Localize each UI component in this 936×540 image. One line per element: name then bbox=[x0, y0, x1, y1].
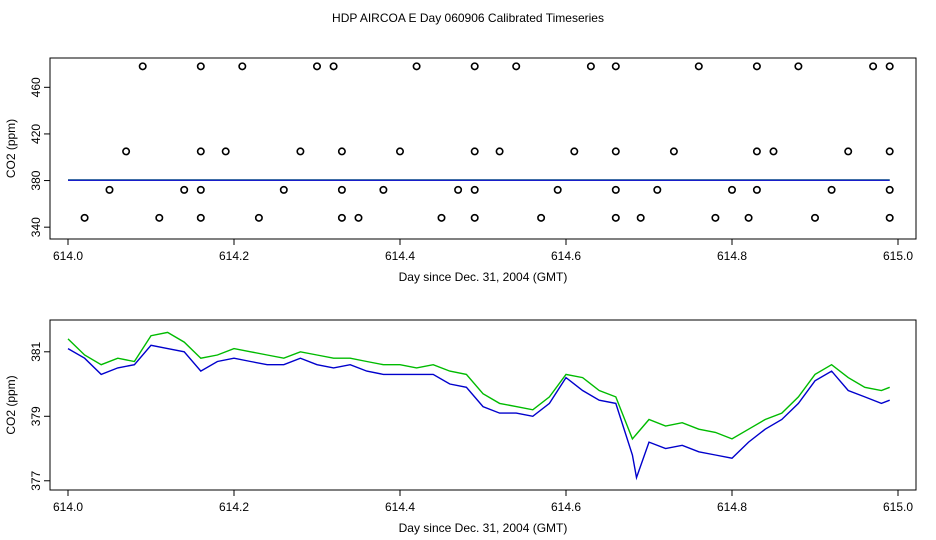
data-point bbox=[752, 185, 761, 194]
data-point bbox=[769, 147, 778, 156]
data-point bbox=[312, 62, 321, 71]
y-axis-label: CO2 (ppm) bbox=[4, 375, 18, 434]
data-point bbox=[354, 213, 363, 222]
data-point bbox=[611, 147, 620, 156]
data-point bbox=[470, 213, 479, 222]
data-point bbox=[412, 62, 421, 71]
data-point bbox=[885, 185, 894, 194]
x-axis-label: Day since Dec. 31, 2004 (GMT) bbox=[399, 270, 568, 284]
data-point bbox=[512, 62, 521, 71]
data-point bbox=[794, 62, 803, 71]
data-point bbox=[470, 147, 479, 156]
data-point bbox=[80, 213, 89, 222]
data-point bbox=[611, 213, 620, 222]
y-tick-label: 420 bbox=[29, 124, 43, 144]
data-point bbox=[122, 147, 131, 156]
y-tick-label: 379 bbox=[29, 406, 43, 426]
data-point bbox=[196, 147, 205, 156]
y-tick-label: 377 bbox=[29, 470, 43, 490]
x-tick-label: 614.8 bbox=[717, 500, 747, 514]
plot-frame bbox=[49, 57, 917, 240]
data-point bbox=[869, 62, 878, 71]
data-point bbox=[138, 62, 147, 71]
data-point bbox=[711, 213, 720, 222]
data-point bbox=[155, 213, 164, 222]
data-point bbox=[337, 213, 346, 222]
data-point bbox=[254, 213, 263, 222]
data-point bbox=[221, 147, 230, 156]
data-point bbox=[553, 185, 562, 194]
data-point bbox=[395, 147, 404, 156]
data-point bbox=[694, 62, 703, 71]
data-point bbox=[470, 62, 479, 71]
data-point bbox=[727, 185, 736, 194]
y-tick-label: 460 bbox=[29, 77, 43, 97]
x-tick-label: 614.0 bbox=[53, 249, 83, 263]
x-axis-label: Day since Dec. 31, 2004 (GMT) bbox=[399, 521, 568, 535]
data-point bbox=[337, 147, 346, 156]
x-tick-label: 614.8 bbox=[717, 249, 747, 263]
x-tick-label: 614.4 bbox=[385, 500, 415, 514]
y-tick-label: 380 bbox=[29, 170, 43, 190]
data-point bbox=[437, 213, 446, 222]
data-point bbox=[885, 62, 894, 71]
data-point bbox=[180, 185, 189, 194]
x-tick-label: 614.0 bbox=[53, 500, 83, 514]
series-line-1 bbox=[67, 344, 890, 481]
data-point bbox=[844, 147, 853, 156]
x-tick-label: 614.4 bbox=[385, 249, 415, 263]
x-tick-label: 614.2 bbox=[219, 249, 249, 263]
data-point bbox=[105, 185, 114, 194]
data-point bbox=[337, 185, 346, 194]
data-point bbox=[885, 213, 894, 222]
data-point bbox=[611, 62, 620, 71]
data-point bbox=[537, 213, 546, 222]
y-axis-label: CO2 (ppm) bbox=[4, 119, 18, 178]
y-tick-label: 340 bbox=[29, 217, 43, 237]
data-point bbox=[196, 213, 205, 222]
bottom-panel: 614.0 614.2 614.4 614.6 614.8 615.0 377 379 381 D… bbox=[4, 319, 917, 535]
data-point bbox=[586, 62, 595, 71]
data-point bbox=[827, 185, 836, 194]
data-point bbox=[470, 185, 479, 194]
x-tick-label: 614.6 bbox=[551, 500, 581, 514]
data-point bbox=[752, 147, 761, 156]
data-point bbox=[744, 213, 753, 222]
data-point bbox=[196, 185, 205, 194]
data-point bbox=[653, 185, 662, 194]
data-point bbox=[238, 62, 247, 71]
data-point bbox=[454, 185, 463, 194]
y-tick-label: 381 bbox=[29, 341, 43, 361]
figure-title: HDP AIRCOA E Day 060906 Calibrated Times… bbox=[332, 11, 604, 25]
data-point bbox=[495, 147, 504, 156]
data-point bbox=[611, 185, 620, 194]
x-tick-label: 614.6 bbox=[551, 249, 581, 263]
series-line-0 bbox=[67, 331, 890, 441]
data-point bbox=[570, 147, 579, 156]
data-point bbox=[669, 147, 678, 156]
data-point bbox=[810, 213, 819, 222]
data-point bbox=[279, 185, 288, 194]
data-point bbox=[636, 213, 645, 222]
plot-frame bbox=[49, 319, 917, 491]
data-point bbox=[196, 62, 205, 71]
x-tick-label: 615.0 bbox=[883, 249, 913, 263]
data-point bbox=[885, 147, 894, 156]
data-point bbox=[296, 147, 305, 156]
data-point bbox=[752, 62, 761, 71]
data-point bbox=[329, 62, 338, 71]
data-point bbox=[379, 185, 388, 194]
x-tick-label: 614.2 bbox=[219, 500, 249, 514]
x-tick-label: 615.0 bbox=[883, 500, 913, 514]
top-panel: 614.0 614.2 614.4 614.6 614.8 615.0 340 380 420 4… bbox=[4, 57, 917, 284]
